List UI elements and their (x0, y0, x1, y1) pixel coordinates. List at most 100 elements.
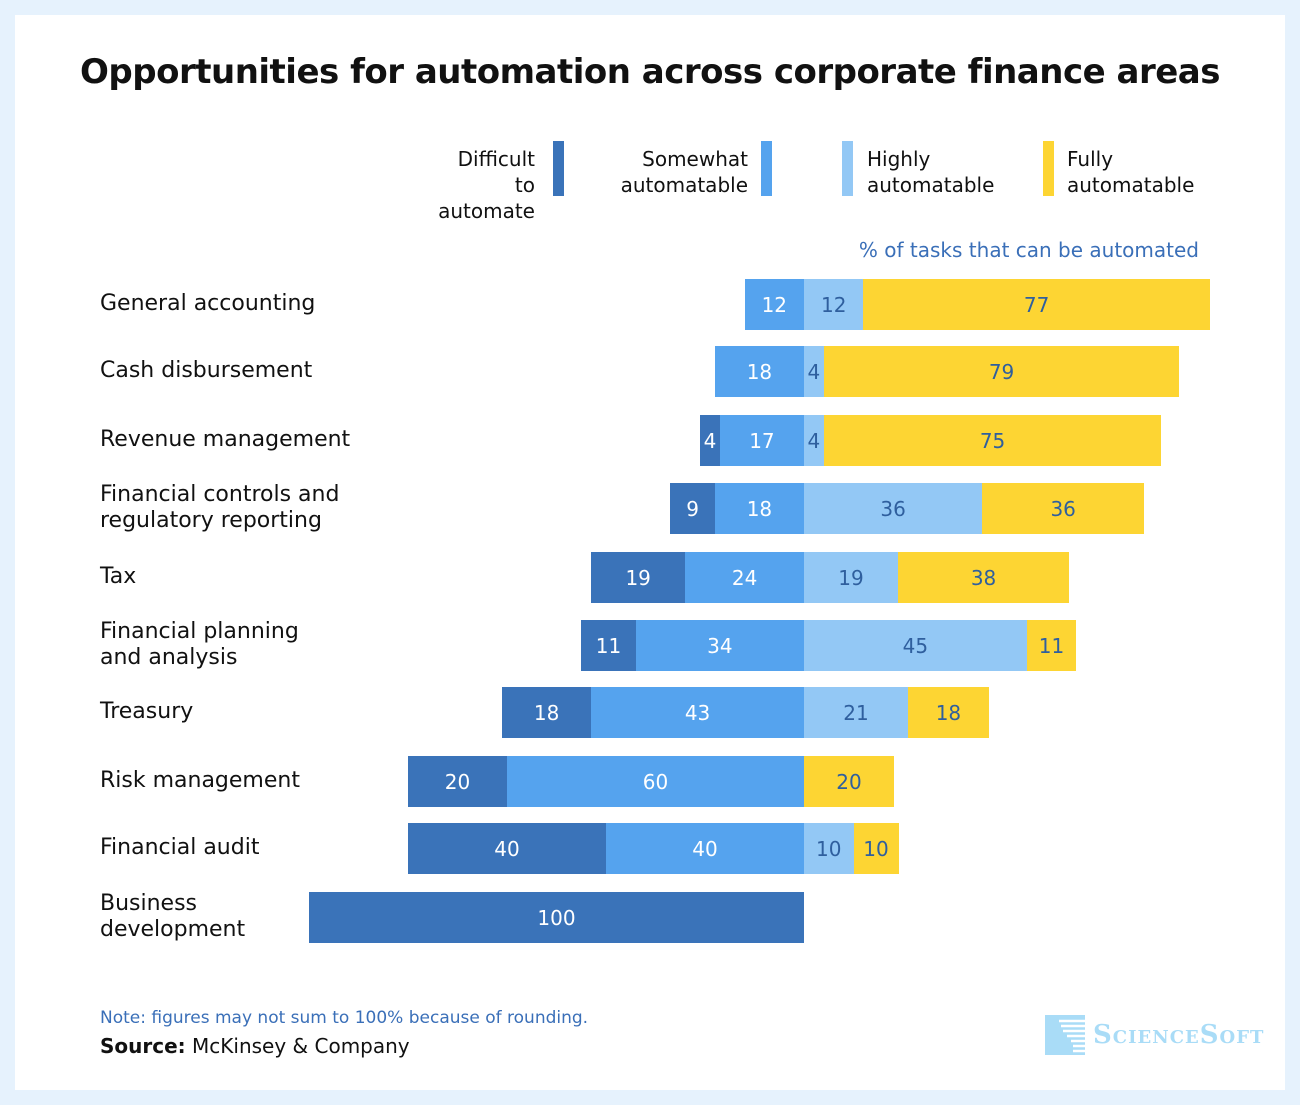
data-label: 40 (692, 836, 718, 861)
category-label: General accounting (100, 291, 315, 317)
legend-swatch (761, 141, 772, 196)
source-label: Source: (100, 1034, 186, 1058)
bar-segment-difficult-to-automate: 20 (408, 756, 507, 807)
legend-swatch (842, 141, 853, 196)
source: Source: McKinsey & Company (100, 1034, 410, 1058)
data-label: 18 (746, 359, 773, 384)
legend-label-line: automatable (867, 173, 995, 197)
data-label: 40 (494, 836, 520, 861)
bar-segment-somewhat-automatable: 40 (606, 823, 804, 874)
data-label: 10 (816, 836, 842, 861)
legend-label: Fully automatable (1067, 146, 1194, 198)
bar-segment-fully-automatable: 79 (823, 346, 1180, 397)
data-label: 60 (642, 769, 669, 794)
category-label-line: development (100, 917, 246, 942)
data-label: 19 (838, 565, 864, 590)
category-label-line: Revenue management (100, 427, 351, 452)
source-value: McKinsey & Company (185, 1034, 410, 1058)
data-label: 18 (533, 700, 560, 725)
category-label-line: Business (100, 891, 198, 916)
bar-segment-somewhat-automatable: 18 (714, 346, 804, 397)
data-label: 11 (1038, 633, 1065, 658)
data-label: 79 (988, 359, 1015, 384)
category-label: Financial controls and regulatory reporti… (100, 482, 339, 534)
bar-segment-fully-automatable: 36 (982, 483, 1145, 534)
bar-segment-fully-automatable: 75 (823, 415, 1162, 466)
category-label-line: Tax (100, 564, 137, 589)
bar-segment-fully-automatable: 77 (863, 279, 1210, 330)
bar-segment-somewhat-automatable: 24 (685, 552, 804, 603)
legend-label-line: Highly (867, 147, 931, 171)
bar-segment-highly-automatable: 19 (804, 552, 899, 603)
bar-segment-highly-automatable: 12 (804, 279, 864, 330)
data-label: 17 (749, 428, 775, 453)
data-label: 12 (820, 292, 847, 317)
bar-segment-somewhat-automatable: 18 (714, 483, 804, 534)
footnote: Note: figures may not sum to 100% becaus… (100, 1008, 589, 1028)
data-label: 20 (836, 769, 862, 794)
bar-segment-somewhat-automatable: 17 (719, 415, 804, 466)
bar-segment-somewhat-automatable: 43 (591, 687, 804, 738)
category-label-line: Treasury (100, 699, 194, 724)
data-label: 24 (731, 565, 758, 590)
sciencesoft-logo: ScienceSoft (1045, 1015, 1264, 1055)
bar-segment-fully-automatable: 38 (898, 552, 1070, 603)
legend-label: Somewhat automatable (620, 146, 748, 198)
bar-segment-highly-automatable: 4 (804, 415, 824, 466)
bar-segment-difficult-to-automate: 18 (502, 687, 592, 738)
data-label: 75 (979, 428, 1006, 453)
bar-segment-difficult-to-automate: 100 (309, 892, 804, 943)
data-label: 18 (746, 496, 773, 521)
category-label: Cash disbursement (100, 358, 312, 384)
data-label: 45 (902, 633, 929, 658)
bar-segment-difficult-to-automate: 9 (670, 483, 715, 534)
data-label: 18 (935, 700, 962, 725)
legend-label-line: automate (438, 199, 535, 223)
category-label-line: and analysis (100, 645, 238, 670)
bar-segment-highly-automatable: 4 (804, 346, 824, 397)
legend-swatch (553, 141, 564, 196)
legend-label: Highly automatable (867, 146, 994, 198)
data-label: 4 (703, 428, 717, 453)
bar-segment-somewhat-automatable: 34 (635, 620, 804, 671)
data-label: 10 (863, 836, 889, 861)
bar-segment-difficult-to-automate: 4 (700, 415, 720, 466)
logo-icon (1045, 1015, 1085, 1055)
category-label-line: General accounting (100, 291, 316, 316)
data-label: 36 (1050, 496, 1076, 521)
category-label-line: Risk management (100, 768, 300, 793)
bar-segment-fully-automatable: 11 (1026, 620, 1077, 671)
category-label: Business development (100, 891, 245, 943)
bar-segment-somewhat-automatable: 12 (744, 279, 804, 330)
data-label: 100 (537, 905, 576, 930)
category-label: Treasury (100, 699, 193, 725)
data-label: 38 (970, 565, 997, 590)
category-label-line: Cash disbursement (100, 358, 313, 383)
data-label: 4 (807, 359, 821, 384)
legend-label-line: automatable (620, 173, 748, 197)
category-label-line: Financial controls and (100, 482, 340, 507)
bar-segment-difficult-to-automate: 11 (581, 620, 636, 671)
bar-segment-difficult-to-automate: 40 (408, 823, 606, 874)
data-label: 20 (444, 769, 471, 794)
category-label: Financial audit (100, 835, 259, 861)
category-label-line: Financial planning (100, 619, 299, 644)
category-label-line: Financial audit (100, 835, 260, 860)
data-label: 43 (684, 700, 711, 725)
category-label: Risk management (100, 768, 300, 794)
data-label: 36 (880, 496, 906, 521)
logo-text: ScienceSoft (1093, 1020, 1265, 1050)
bar-segment-difficult-to-automate: 19 (591, 552, 686, 603)
legend-swatch (1043, 141, 1054, 196)
bar-segment-fully-automatable: 18 (907, 687, 989, 738)
legend-label-line: Somewhat (642, 147, 748, 171)
bar-segment-fully-automatable: 10 (853, 823, 899, 874)
data-label: 11 (595, 633, 622, 658)
bar-segment-highly-automatable: 21 (804, 687, 908, 738)
bar-segment-highly-automatable: 10 (804, 823, 854, 874)
legend-label-line: automatable (1067, 173, 1195, 197)
chart-subtitle: % of tasks that can be automated (858, 238, 1199, 262)
bar-segment-fully-automatable: 20 (804, 756, 894, 807)
category-label: Revenue management (100, 427, 350, 453)
legend-label-line: Fully (1067, 147, 1114, 171)
